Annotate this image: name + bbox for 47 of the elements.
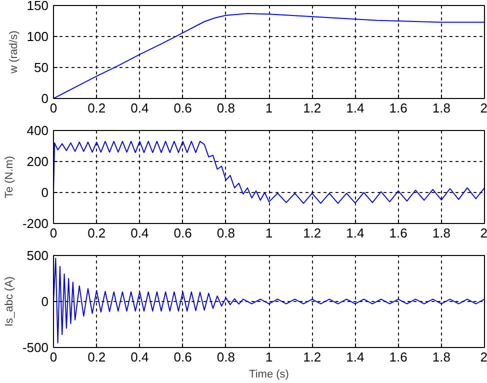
y-tick-label: 0	[41, 294, 49, 309]
y-tick-label: 100	[26, 29, 49, 44]
x-tick-label: 1.6	[389, 100, 408, 116]
x-tick-label: 1.4	[346, 100, 364, 116]
x-tick-label: 1.4	[346, 350, 364, 364]
line-series	[54, 258, 484, 344]
x-tick-label: 0.6	[174, 226, 192, 240]
x-axis-title: Time (s)	[249, 368, 289, 380]
x-tick-label: 1	[265, 226, 273, 240]
x-tick-label: 2	[480, 350, 487, 364]
x-tick-label: 1.8	[432, 100, 450, 116]
x-tick-label: 1.8	[432, 226, 450, 240]
y-tick-label: 50	[34, 60, 49, 75]
x-tick-label: 0.4	[130, 100, 149, 116]
x-tick-label: 1.6	[389, 350, 408, 364]
x-tick-label: 0.8	[216, 226, 235, 240]
x-tick-label: 0.4	[130, 350, 149, 364]
x-tick-label: 0.6	[174, 350, 192, 364]
x-tick-label: 0.2	[88, 226, 106, 240]
line-series	[54, 140, 484, 204]
y-tick-label: 200	[26, 154, 49, 169]
x-tick-label: 2	[480, 100, 487, 116]
x-tick-label: 0.2	[88, 350, 106, 364]
x-tick-label: 1.2	[303, 100, 322, 116]
x-tick-label: 0.8	[216, 350, 235, 364]
y-axis-title: Te (N.m)	[3, 156, 16, 198]
y-tick-label: 0	[41, 185, 49, 200]
x-tick-label: 1.4	[346, 226, 364, 240]
x-tick-label: 1	[265, 100, 273, 116]
x-tick-label: 1.8	[432, 350, 450, 364]
y-axis-title: w (rad/s)	[8, 30, 20, 74]
y-tick-label: 400	[26, 123, 49, 138]
x-tick-label: 0.6	[174, 100, 192, 116]
x-tick-label: 0.8	[216, 100, 235, 116]
y-tick-label: 500	[26, 248, 49, 263]
y-tick-label: -200	[22, 216, 49, 231]
y-axis-title: Is_abc (A)	[3, 276, 16, 327]
y-tick-label: 0	[41, 91, 49, 106]
x-tick-label: 1.2	[303, 350, 322, 364]
x-tick-label: 1	[265, 350, 273, 364]
x-tick-label: 0.2	[88, 100, 106, 116]
x-tick-label: 1.6	[389, 226, 408, 240]
x-tick-label: 0.4	[130, 226, 149, 240]
x-tick-label: 2	[480, 226, 487, 240]
y-tick-label: 150	[26, 0, 49, 13]
y-tick-label: -500	[22, 340, 49, 355]
x-tick-label: 1.2	[303, 226, 322, 240]
